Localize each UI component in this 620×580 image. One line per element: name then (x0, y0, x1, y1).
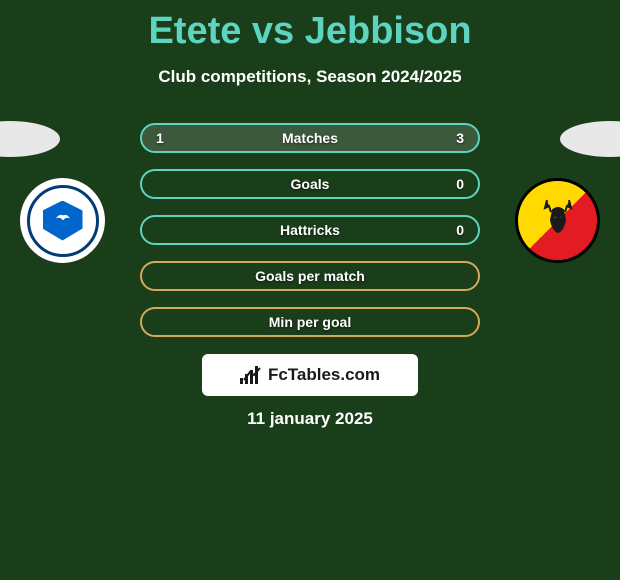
branding-text: FcTables.com (268, 365, 380, 385)
stat-label: Goals per match (142, 263, 478, 289)
team-right-crest (515, 178, 600, 263)
subtitle: Club competitions, Season 2024/2025 (0, 67, 620, 87)
stat-row-goals: Goals 0 (140, 169, 480, 199)
watford-moose-icon (535, 194, 581, 247)
team-left-crest (20, 178, 105, 263)
player-left-ellipse (0, 121, 60, 157)
stat-row-matches: 1 Matches 3 (140, 123, 480, 153)
date-label: 11 january 2025 (0, 409, 620, 429)
stat-row-min-per-goal: Min per goal (140, 307, 480, 337)
stat-label: Min per goal (142, 309, 478, 335)
stat-value-right: 3 (456, 125, 464, 151)
stat-label: Matches (142, 125, 478, 151)
stat-value-right: 0 (456, 171, 464, 197)
stat-label: Goals (142, 171, 478, 197)
stat-row-hattricks: Hattricks 0 (140, 215, 480, 245)
chart-icon (240, 366, 262, 384)
stats-container: 1 Matches 3 Goals 0 Hattricks 0 Goals pe… (140, 123, 480, 353)
stat-value-right: 0 (456, 217, 464, 243)
cardiff-crest-ring (27, 185, 99, 257)
stat-row-goals-per-match: Goals per match (140, 261, 480, 291)
player-right-ellipse (560, 121, 620, 157)
branding-box: FcTables.com (202, 354, 418, 396)
cardiff-bird-icon (54, 208, 72, 229)
stat-label: Hattricks (142, 217, 478, 243)
page-title: Etete vs Jebbison (0, 0, 620, 53)
